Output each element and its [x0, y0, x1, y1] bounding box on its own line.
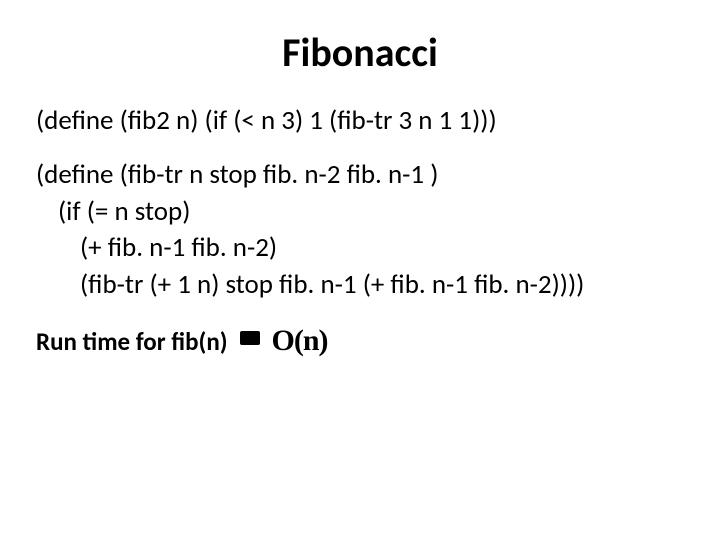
code-line: (if (= n stop) [36, 194, 684, 230]
code-line: (define (fib2 n) (if (< n 3) 1 (fib-tr 3… [36, 103, 684, 139]
approx-icon [238, 329, 262, 353]
runtime-label: Run time for fib(n) [36, 325, 228, 359]
code-line: (+ fib. n-1 fib. n-2) [36, 230, 684, 266]
code-block-2: (define (fib-tr n stop fib. n-2 fib. n-1… [36, 157, 684, 303]
code-block-1: (define (fib2 n) (if (< n 3) 1 (fib-tr 3… [36, 103, 684, 139]
code-line: (define (fib-tr n stop fib. n-2 fib. n-1… [36, 157, 684, 193]
code-line: (fib-tr (+ 1 n) stop fib. n-1 (+ fib. n-… [36, 267, 684, 303]
runtime-line: Run time for fib(n) O(n) [36, 321, 684, 362]
slide-title: Fibonacci [36, 28, 684, 77]
slide: Fibonacci (define (fib2 n) (if (< n 3) 1… [0, 0, 720, 540]
runtime-complexity: O(n) [272, 321, 328, 362]
slide-body: (define (fib2 n) (if (< n 3) 1 (fib-tr 3… [36, 103, 684, 362]
